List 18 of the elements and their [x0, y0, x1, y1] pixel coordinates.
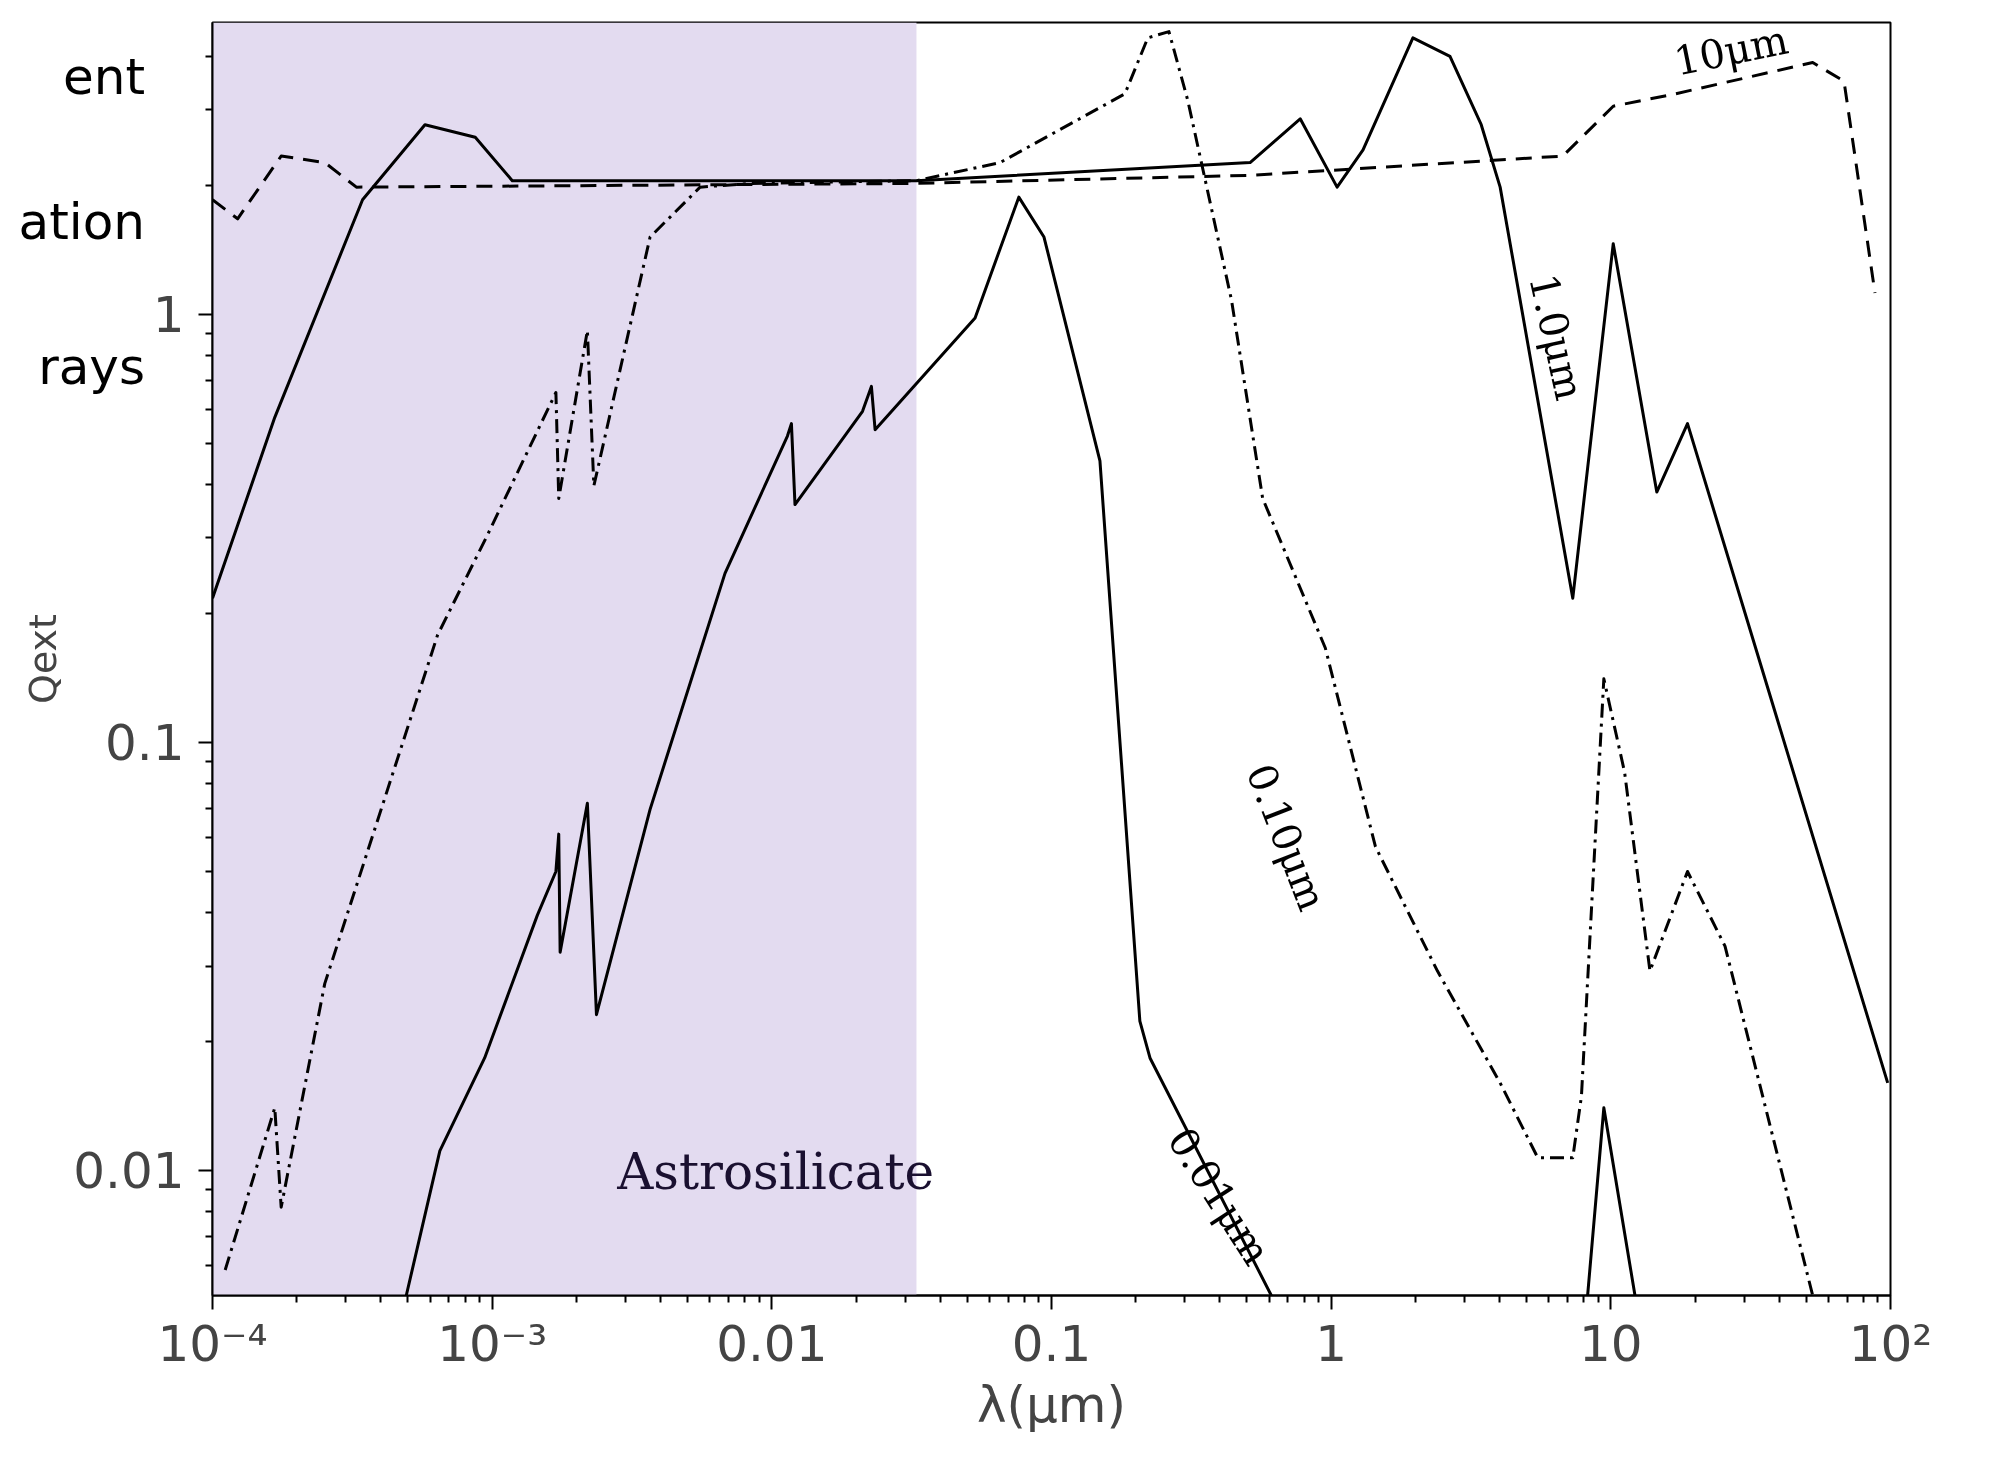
band-label: Astrosilicate	[616, 1143, 935, 1202]
x-tick-label: 0.01	[716, 1314, 828, 1373]
x-tick-label: 1	[1315, 1314, 1348, 1373]
x-tick-label: 10²	[1848, 1314, 1933, 1373]
x-tick-label: 10	[1579, 1314, 1643, 1373]
x-axis-title: λ(μm)	[976, 1375, 1127, 1434]
annotation: 10μm	[1670, 16, 1792, 85]
y-tick-label: 1	[152, 286, 185, 345]
x-tick-label: 0.1	[1011, 1314, 1092, 1373]
x-tick-label: 10⁻⁴	[157, 1314, 268, 1373]
text: ent	[61, 47, 145, 108]
text: ation	[17, 192, 145, 253]
y-axis-title: Qext	[21, 613, 66, 704]
text: rays	[37, 337, 145, 398]
y-tick-label: 0.1	[104, 714, 185, 773]
x-tick-label: 10⁻³	[437, 1314, 548, 1373]
y-tick-label: 0.01	[73, 1142, 185, 1201]
annotation: 1.0μm	[1520, 269, 1593, 405]
